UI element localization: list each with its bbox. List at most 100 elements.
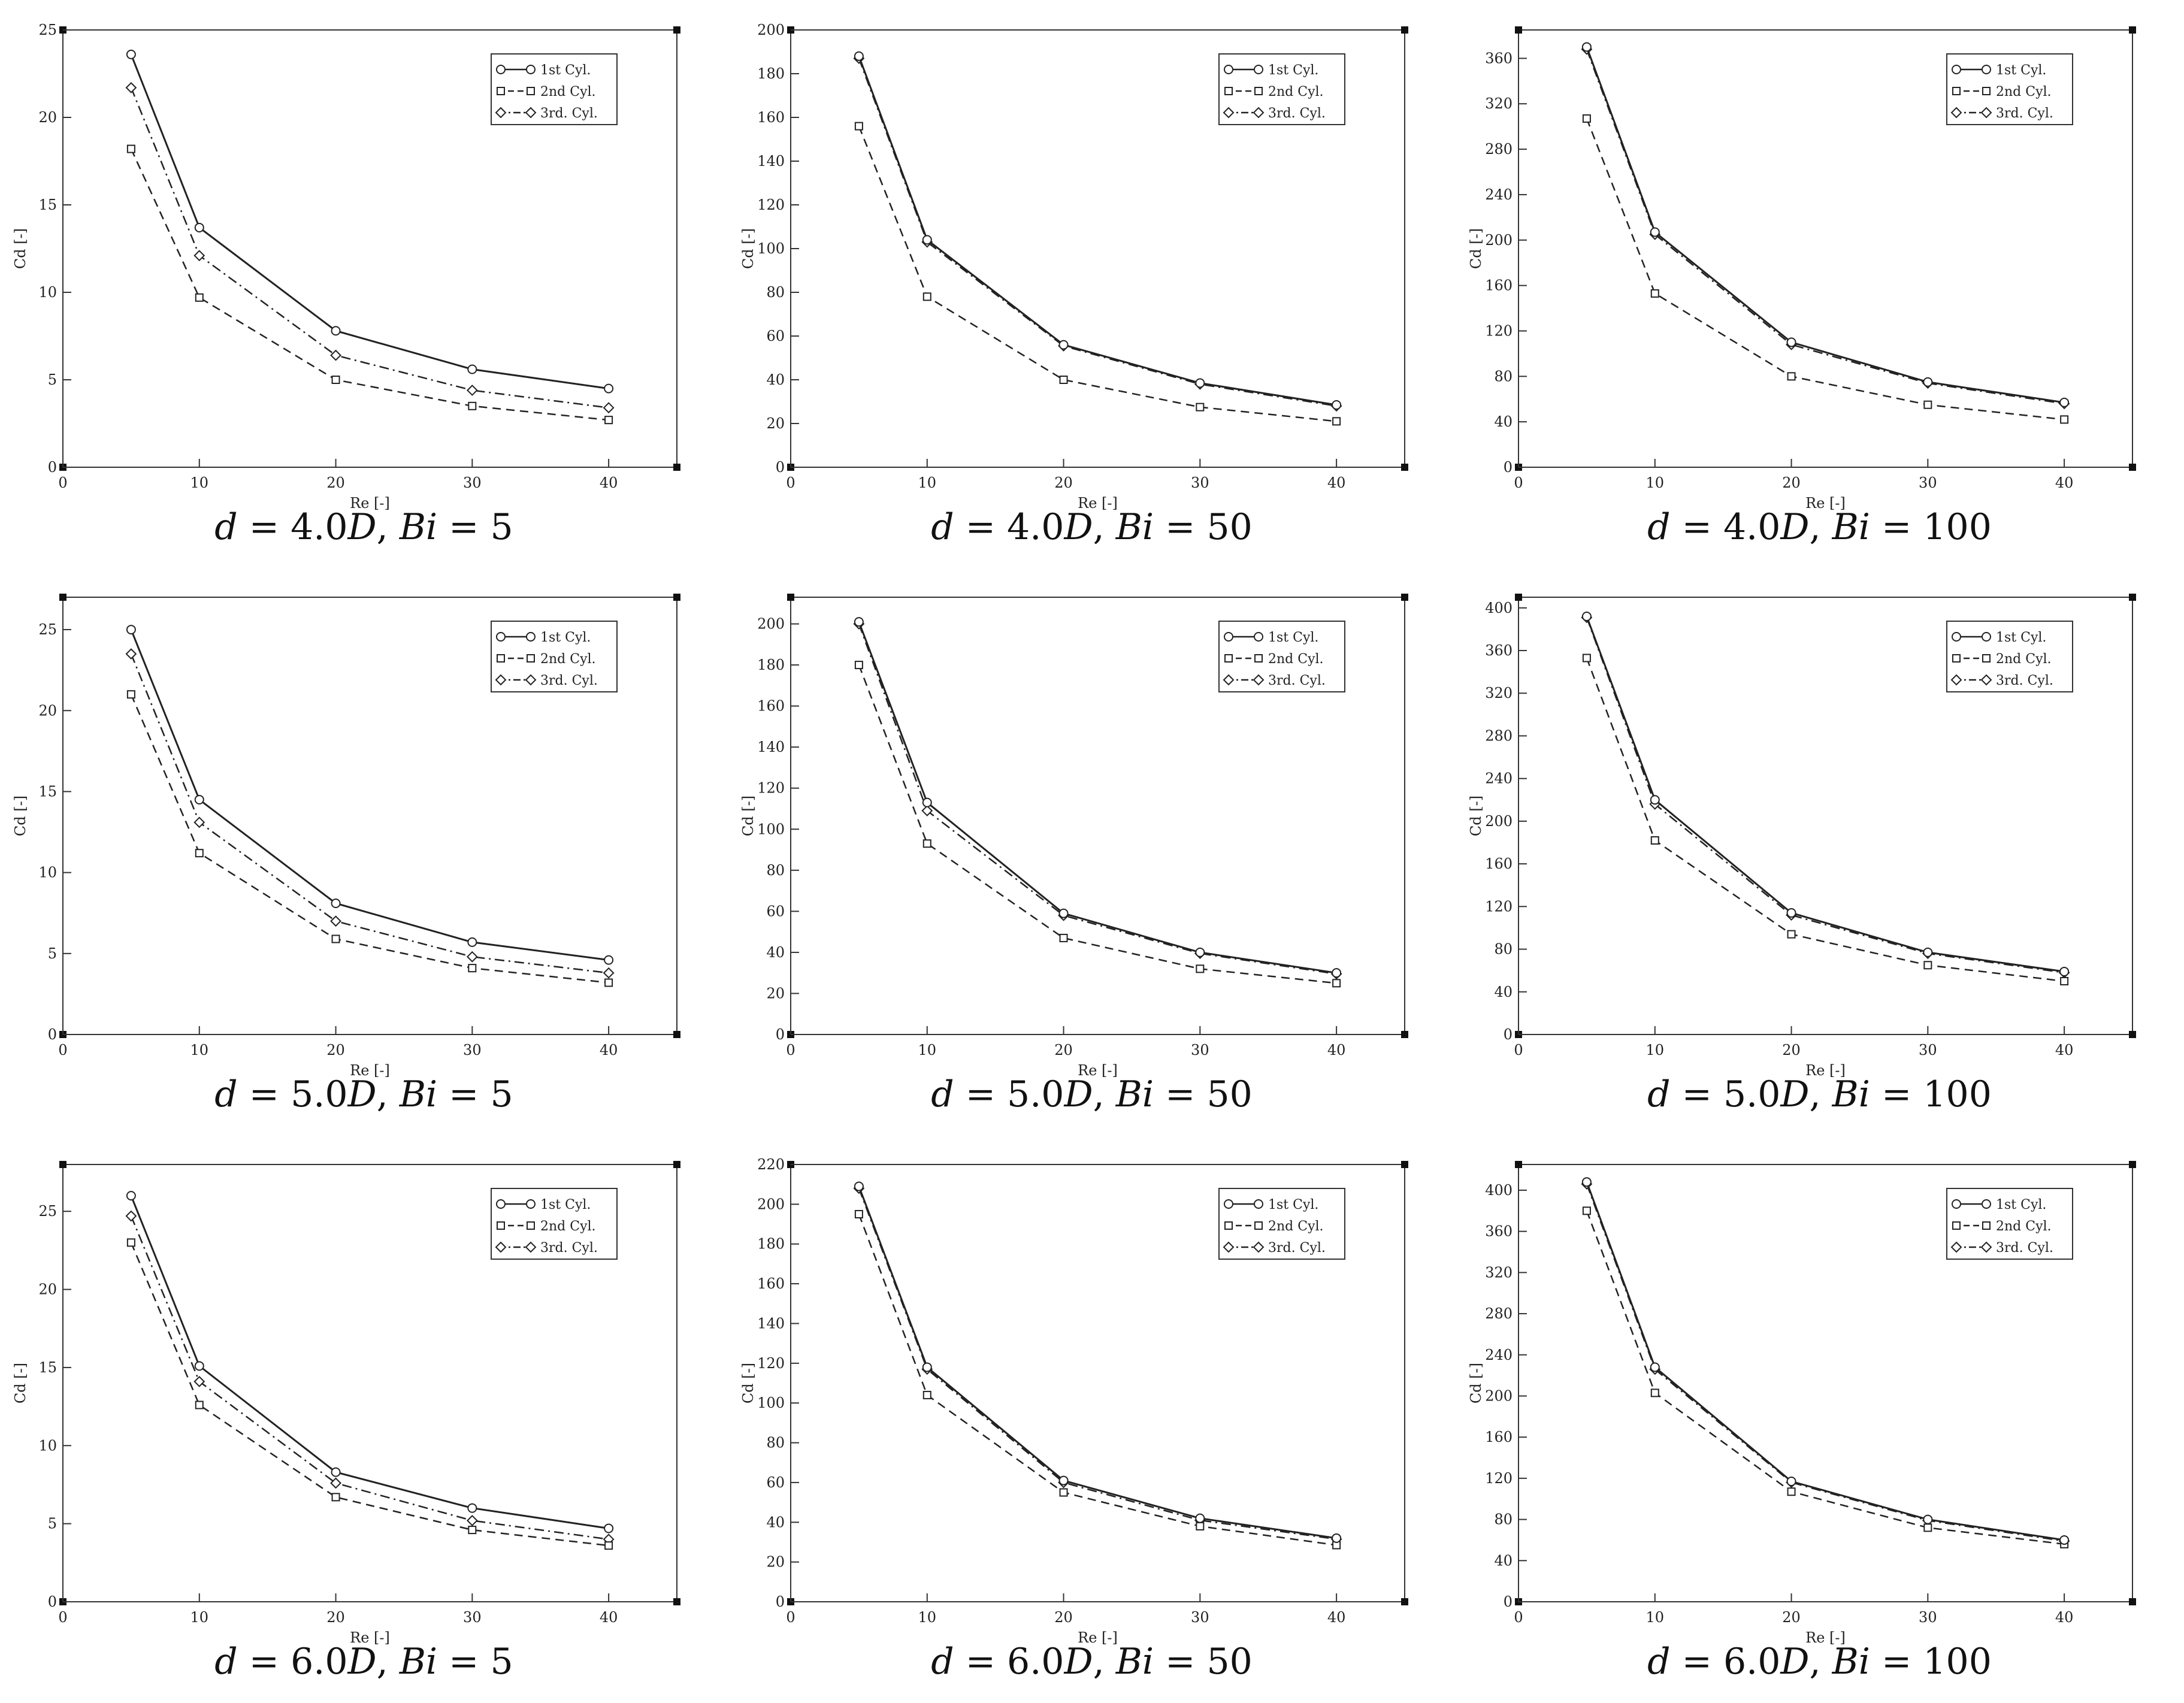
legend-label: 3rd. Cyl. [540,1241,598,1256]
x-tick-label: 10 [190,474,209,491]
caption-d: 4.0 [1723,506,1781,548]
data-point [1059,376,1068,384]
x-tick-label: 20 [1054,474,1073,491]
legend-marker [1224,65,1233,74]
y-tick-label: 140 [757,153,785,170]
legend-marker [1950,1241,1962,1253]
data-point [126,625,136,635]
data-point [1786,337,1796,347]
x-tick-label: 10 [918,1042,937,1058]
legend-marker [1982,632,1991,642]
y-tick-label: 360 [1485,642,1513,659]
y-tick-label: 5 [48,371,57,388]
data-point [1332,968,1342,978]
legend-label: 3rd. Cyl. [1268,673,1326,688]
x-axis-label: Re [-] [350,1629,390,1646]
legend-label: 1st Cyl. [1268,1197,1318,1212]
y-tick-label: 180 [757,1236,785,1253]
legend-marker [497,87,505,95]
data-point [194,1361,204,1371]
x-tick-label: 40 [1327,1042,1346,1058]
y-tick-label: 25 [38,1203,57,1220]
frame-corner-marker [787,594,794,601]
data-point [1058,340,1069,350]
y-tick-label: 15 [38,783,57,800]
frame-corner-marker [59,1161,66,1168]
data-point [1195,947,1205,957]
plot-frame [62,29,677,468]
caption-d: 4.0 [1007,506,1064,548]
legend-box [491,621,618,692]
legend-marker [1982,1221,1991,1230]
data-point [1195,1513,1205,1523]
data-point [1650,795,1660,805]
legend-marker [1952,1199,1961,1209]
caption-bi: 50 [1206,1073,1253,1115]
legend-marker [1980,1241,1992,1253]
y-tick-label: 360 [1485,1223,1513,1240]
y-tick-label: 25 [38,22,57,38]
frame-corner-marker [2129,26,2136,34]
x-axis-label: Re [-] [1078,495,1118,512]
chart-panel: 0 10 20 30 40 0 40 80 120 160 200 240 280 320 360 400 Re… [1456,567,2183,1135]
caption-d: 5.0 [1007,1073,1064,1115]
frame-corner-marker [2129,594,2136,601]
legend-marker [1982,87,1991,95]
legend-label: 2nd Cyl. [540,84,596,99]
legend-box [1218,1188,1345,1260]
legend-marker [1950,107,1962,119]
data-point [1196,403,1205,412]
x-tick-label: 0 [1514,1042,1523,1058]
x-tick-label: 30 [1919,474,1937,491]
legend-marker [1224,654,1233,663]
data-point [1581,612,1592,622]
frame-corner-marker [59,594,66,601]
legend-marker [1952,65,1961,74]
legend-label: 3rd. Cyl. [1268,106,1326,121]
y-tick-label: 160 [757,698,785,715]
x-tick-label: 30 [463,1042,482,1058]
data-point [193,816,205,828]
y-tick-label: 320 [1485,1264,1513,1281]
y-tick-label: 10 [38,284,57,301]
y-tick-label: 100 [757,1395,785,1411]
x-tick-label: 20 [1782,1609,1801,1626]
series-line [858,664,1337,984]
x-tick-label: 10 [918,1609,937,1626]
x-tick-label: 20 [1054,1609,1073,1626]
data-point [604,1523,614,1533]
frame-corner-marker [673,594,680,601]
legend-marker [497,1221,505,1230]
data-point [466,1515,478,1526]
legend-marker [1224,87,1233,95]
x-axis-label: Re [-] [1805,495,1846,512]
legend-marker [496,1199,506,1209]
y-axis-label: Cd [-] [740,795,757,836]
y-tick-label: 80 [766,284,785,301]
legend-marker [1980,107,1992,119]
data-point [854,617,864,627]
y-tick-label: 80 [766,862,785,879]
data-point [1786,1477,1796,1487]
caption-d: 6.0 [1723,1641,1781,1683]
x-tick-label: 0 [58,474,67,491]
legend-box [1946,53,2073,125]
chart-caption: d = 6.0D, Bi = 100 [1647,1641,1992,1683]
series-line [130,1215,609,1540]
y-tick-label: 20 [38,702,57,719]
legend-label: 1st Cyl. [540,630,591,645]
caption-bi: 100 [1923,1641,1992,1683]
y-tick-label: 10 [38,864,57,881]
legend-marker [496,65,506,74]
data-point [193,1375,205,1387]
frame-corner-marker [673,1161,680,1168]
chart-svg: 0 10 20 30 40 0 20 40 60 80 100 120 140 160 180 200 Re [… [740,22,1408,512]
legend-label: 2nd Cyl. [1996,652,2052,667]
y-tick-label: 320 [1485,685,1513,701]
legend-label: 1st Cyl. [1996,63,2046,78]
y-tick-label: 240 [1485,186,1513,203]
chart-panel: 0 10 20 30 40 0 20 40 60 80 100 120 140 160 180 200 Re [… [728,0,1456,567]
caption-d: 5.0 [291,1073,348,1115]
x-tick-label: 0 [1514,1609,1523,1626]
chart-svg: 0 10 20 30 40 0 5 10 15 20 25 Re [-] Cd [-] 1st Cyl. 2… [12,22,680,512]
